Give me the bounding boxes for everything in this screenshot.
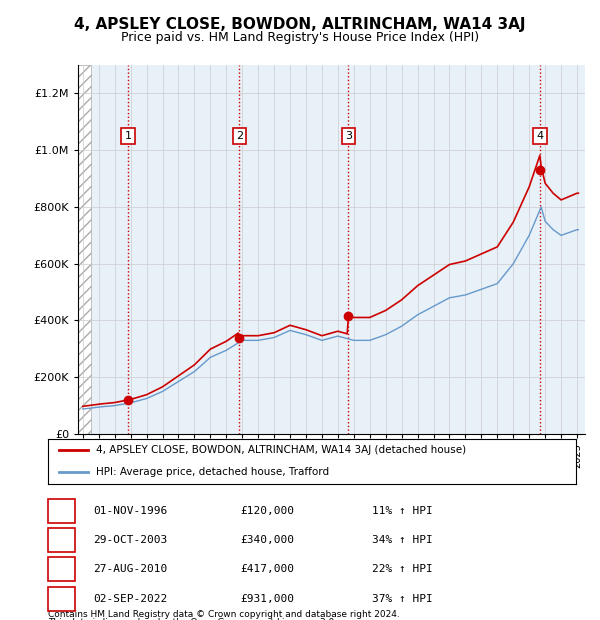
Bar: [78, 65, 91, 434]
FancyBboxPatch shape: [48, 498, 75, 523]
Text: 34% ↑ HPI: 34% ↑ HPI: [372, 535, 433, 545]
Text: 2: 2: [58, 535, 65, 545]
Text: 4: 4: [58, 594, 65, 604]
Text: 4, APSLEY CLOSE, BOWDON, ALTRINCHAM, WA14 3AJ (detached house): 4, APSLEY CLOSE, BOWDON, ALTRINCHAM, WA1…: [95, 445, 466, 455]
Text: 2: 2: [236, 131, 243, 141]
Text: This data is licensed under the Open Government Licence v3.0.: This data is licensed under the Open Gov…: [48, 618, 337, 620]
Text: 29-OCT-2003: 29-OCT-2003: [93, 535, 167, 545]
Text: 3: 3: [345, 131, 352, 141]
Text: 37% ↑ HPI: 37% ↑ HPI: [372, 594, 433, 604]
Text: £340,000: £340,000: [240, 535, 294, 545]
FancyBboxPatch shape: [48, 587, 75, 611]
Text: £417,000: £417,000: [240, 564, 294, 574]
Text: 27-AUG-2010: 27-AUG-2010: [93, 564, 167, 574]
FancyBboxPatch shape: [48, 557, 75, 582]
Text: 01-NOV-1996: 01-NOV-1996: [93, 506, 167, 516]
Text: 4, APSLEY CLOSE, BOWDON, ALTRINCHAM, WA14 3AJ: 4, APSLEY CLOSE, BOWDON, ALTRINCHAM, WA1…: [74, 17, 526, 32]
Text: Price paid vs. HM Land Registry's House Price Index (HPI): Price paid vs. HM Land Registry's House …: [121, 31, 479, 44]
Text: 3: 3: [58, 564, 65, 574]
Text: Contains HM Land Registry data © Crown copyright and database right 2024.: Contains HM Land Registry data © Crown c…: [48, 610, 400, 619]
Text: HPI: Average price, detached house, Trafford: HPI: Average price, detached house, Traf…: [95, 467, 329, 477]
Text: 11% ↑ HPI: 11% ↑ HPI: [372, 506, 433, 516]
Text: 1: 1: [124, 131, 131, 141]
Text: £120,000: £120,000: [240, 506, 294, 516]
Text: £931,000: £931,000: [240, 594, 294, 604]
Text: 02-SEP-2022: 02-SEP-2022: [93, 594, 167, 604]
FancyBboxPatch shape: [48, 528, 75, 552]
Text: 22% ↑ HPI: 22% ↑ HPI: [372, 564, 433, 574]
Text: 1: 1: [58, 506, 65, 516]
Text: 4: 4: [536, 131, 544, 141]
